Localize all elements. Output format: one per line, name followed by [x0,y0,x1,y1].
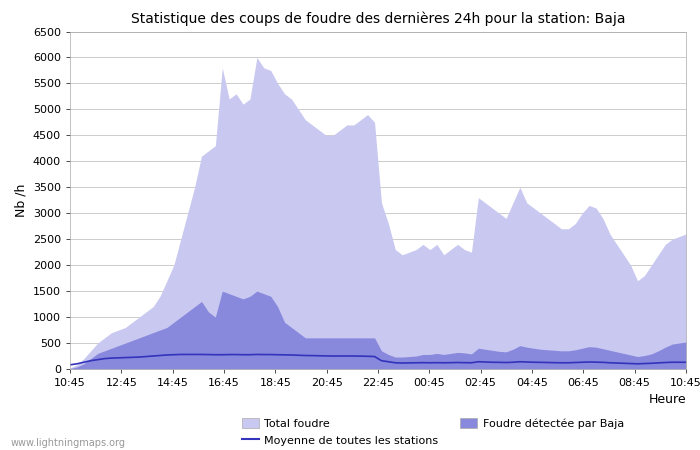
Y-axis label: Nb /h: Nb /h [14,184,27,217]
Text: Heure: Heure [648,392,686,405]
Legend: Total foudre, Moyenne de toutes les stations, Foudre détectée par Baja: Total foudre, Moyenne de toutes les stat… [242,418,624,446]
Text: www.lightningmaps.org: www.lightningmaps.org [10,438,125,448]
Title: Statistique des coups de foudre des dernières 24h pour la station: Baja: Statistique des coups de foudre des dern… [131,12,625,26]
